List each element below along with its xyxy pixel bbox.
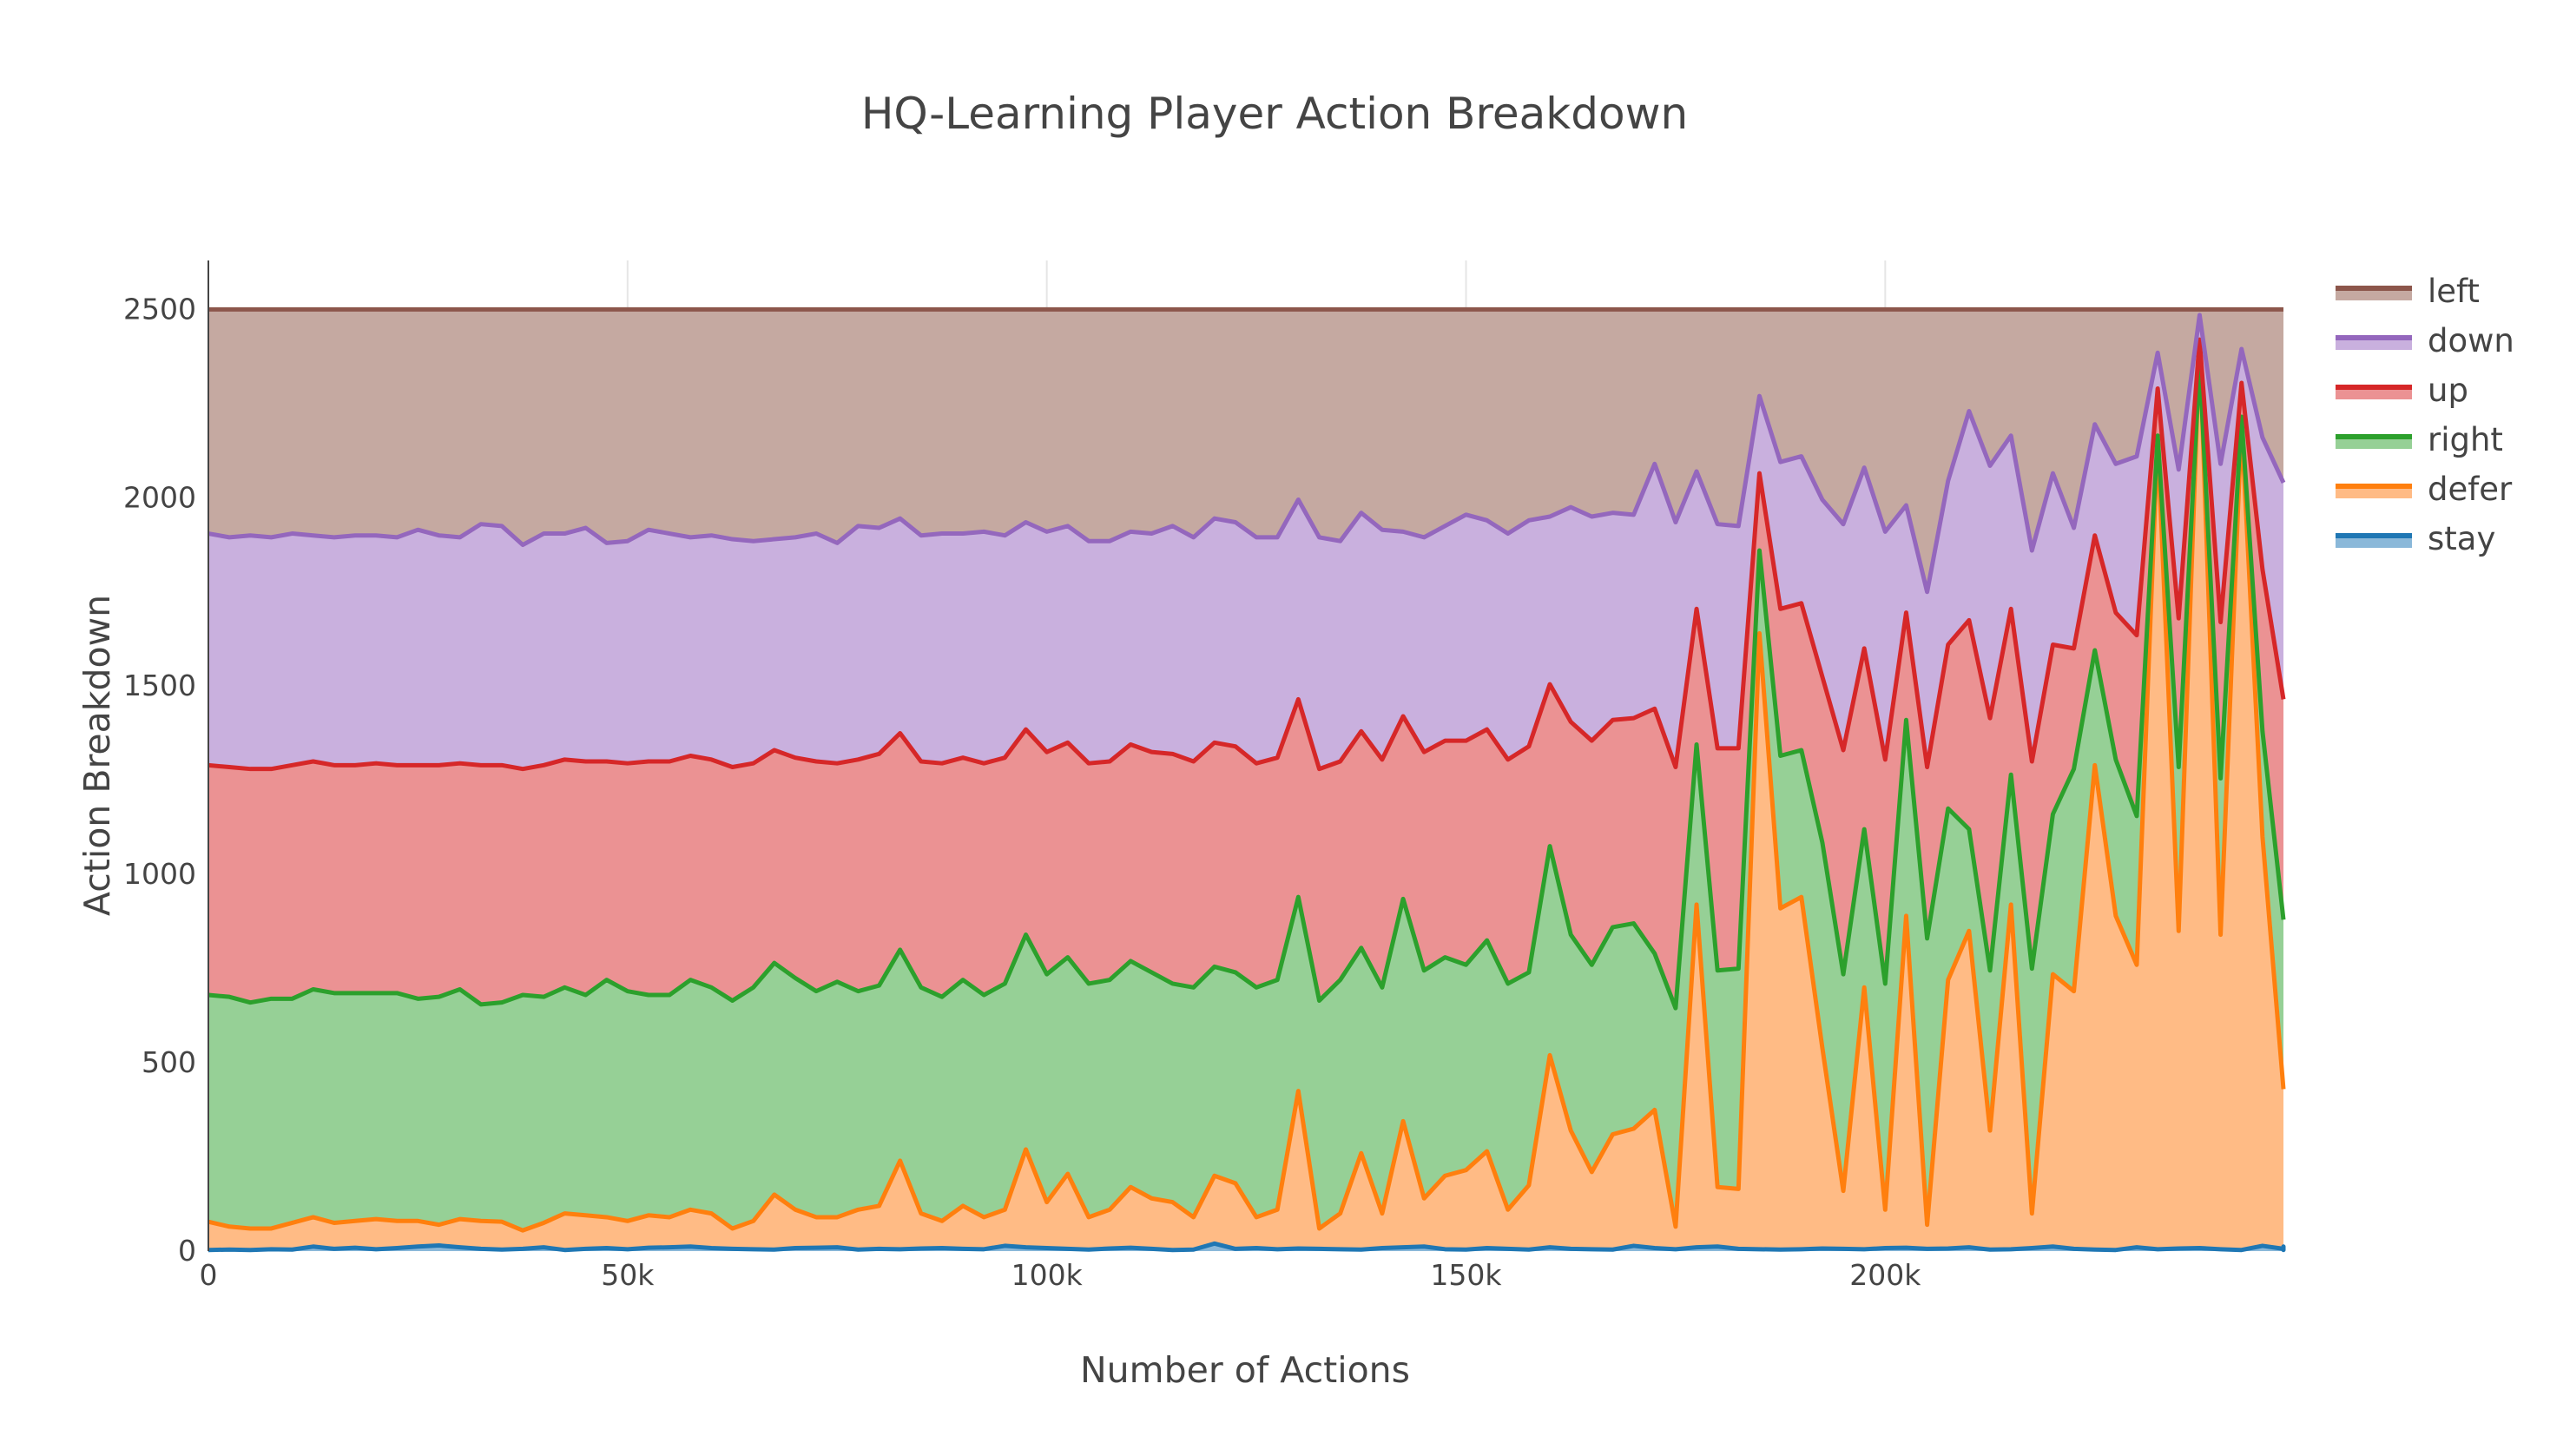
y-tick-label: 2000 [123,480,196,514]
legend-label: right [2428,421,2503,458]
legend-swatch-fill [2336,387,2412,399]
legend[interactable]: left down up right defer stay [2336,273,2514,557]
series-line-stay [208,1241,2286,1253]
area-fill-down [208,314,2283,769]
x-axis-ticks: 0 50k 100k 150k 200k [200,1258,1922,1292]
series-line-down [208,313,2286,595]
area-fill-defer [208,343,2283,1250]
legend-label: down [2428,322,2514,359]
y-axis-ticks: 0 500 1000 1500 2000 2500 [123,292,196,1268]
series-line-right [208,359,2286,1011]
legend-item-up[interactable]: up [2336,372,2468,409]
y-tick-label: 1000 [123,857,196,891]
x-tick-label: 100k [1011,1258,1084,1292]
y-tick-label: 0 [178,1234,196,1268]
legend-swatch-fill [2336,536,2412,548]
legend-swatch-fill [2336,338,2412,350]
legend-swatch-fill [2336,437,2412,449]
legend-item-stay[interactable]: stay [2336,520,2495,557]
area-fill-left [208,309,2283,592]
series-line-up [208,337,2286,772]
legend-label: defer [2428,471,2513,508]
y-tick-label: 500 [142,1045,196,1079]
legend-item-defer[interactable]: defer [2336,471,2513,508]
area-fill-right [208,343,2283,1231]
legend-swatch-fill [2336,288,2412,300]
legend-item-left[interactable]: left [2336,273,2480,310]
x-axis-title: Number of Actions [1080,1349,1410,1391]
legend-swatch-fill [2336,486,2412,498]
x-tick-label: 0 [200,1258,218,1292]
legend-label: stay [2428,520,2495,557]
series-line-defer [208,340,2286,1233]
x-tick-label: 200k [1849,1258,1921,1292]
legend-label: up [2428,372,2468,409]
y-axis-title: Action Breakdown [76,595,118,916]
chart-title: HQ-Learning Player Action Breakdown [861,89,1688,139]
y-tick-label: 2500 [123,292,196,326]
y-tick-label: 1500 [123,669,196,702]
area-fill-up [208,339,2283,1009]
legend-label: left [2428,273,2480,310]
plot-area [208,306,2286,1253]
x-tick-label: 150k [1430,1258,1502,1292]
legend-item-right[interactable]: right [2336,421,2503,458]
legend-item-down[interactable]: down [2336,322,2514,359]
x-tick-label: 50k [601,1258,655,1292]
